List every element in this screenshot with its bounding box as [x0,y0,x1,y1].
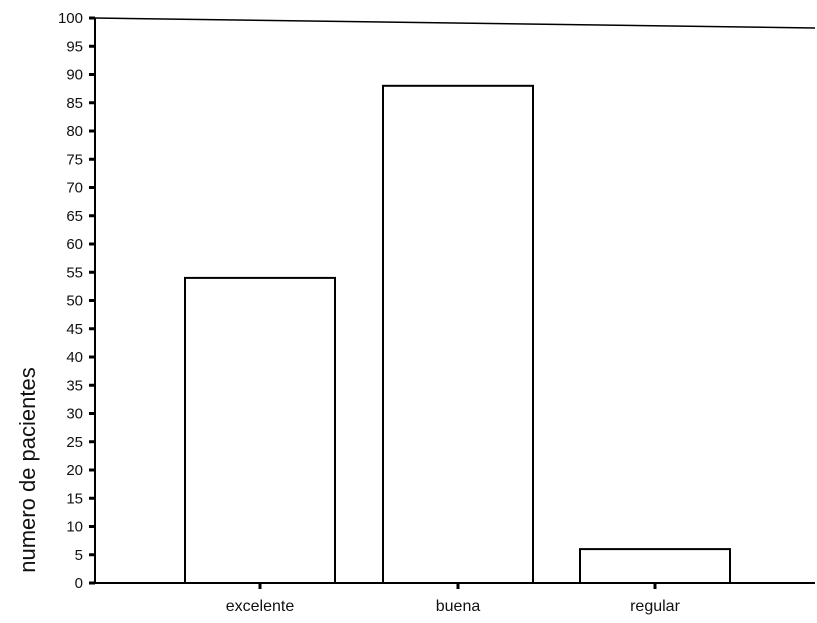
plot-top-border [94,17,816,29]
y-tick-label: 95 [66,38,83,55]
y-tick-label: 50 [66,293,83,310]
y-tick-label: 20 [66,462,83,479]
bar-buena [382,84,534,585]
x-tick-label-excelente: excelente [226,598,295,615]
y-tick-label: 80 [66,123,83,140]
y-tick-label: 5 [75,547,83,564]
bar-regular [579,548,731,584]
bar-excelente [184,276,336,584]
y-tick-label: 45 [66,321,83,338]
y-tick-label: 15 [66,490,83,507]
y-tick-label: 75 [66,151,83,168]
y-tick-label: 60 [66,236,83,253]
y-tick-label: 10 [66,519,83,536]
y-tick-label: 85 [66,95,83,112]
x-tick-label-regular: regular [630,598,680,615]
x-tick-label-buena: buena [436,598,481,615]
y-tick-label: 100 [58,10,83,27]
y-tick-label: 70 [66,180,83,197]
y-axis-ticks: 0 5 10 15 20 25 30 35 40 45 50 55 60 65 70 75 80 85 90 95 10… [58,10,95,592]
y-tick-label: 0 [75,575,83,592]
y-tick-label: 30 [66,406,83,423]
y-axis-label: numero de pacientes [15,367,40,572]
y-tick-label: 55 [66,264,83,281]
y-tick-label: 40 [66,349,83,366]
x-axis-ticks: excelente buena regular [226,583,681,615]
y-tick-label: 25 [66,434,83,451]
y-tick-label: 90 [66,67,83,84]
y-tick-label: 35 [66,377,83,394]
y-tick-label: 65 [66,208,83,225]
bars [184,84,731,585]
